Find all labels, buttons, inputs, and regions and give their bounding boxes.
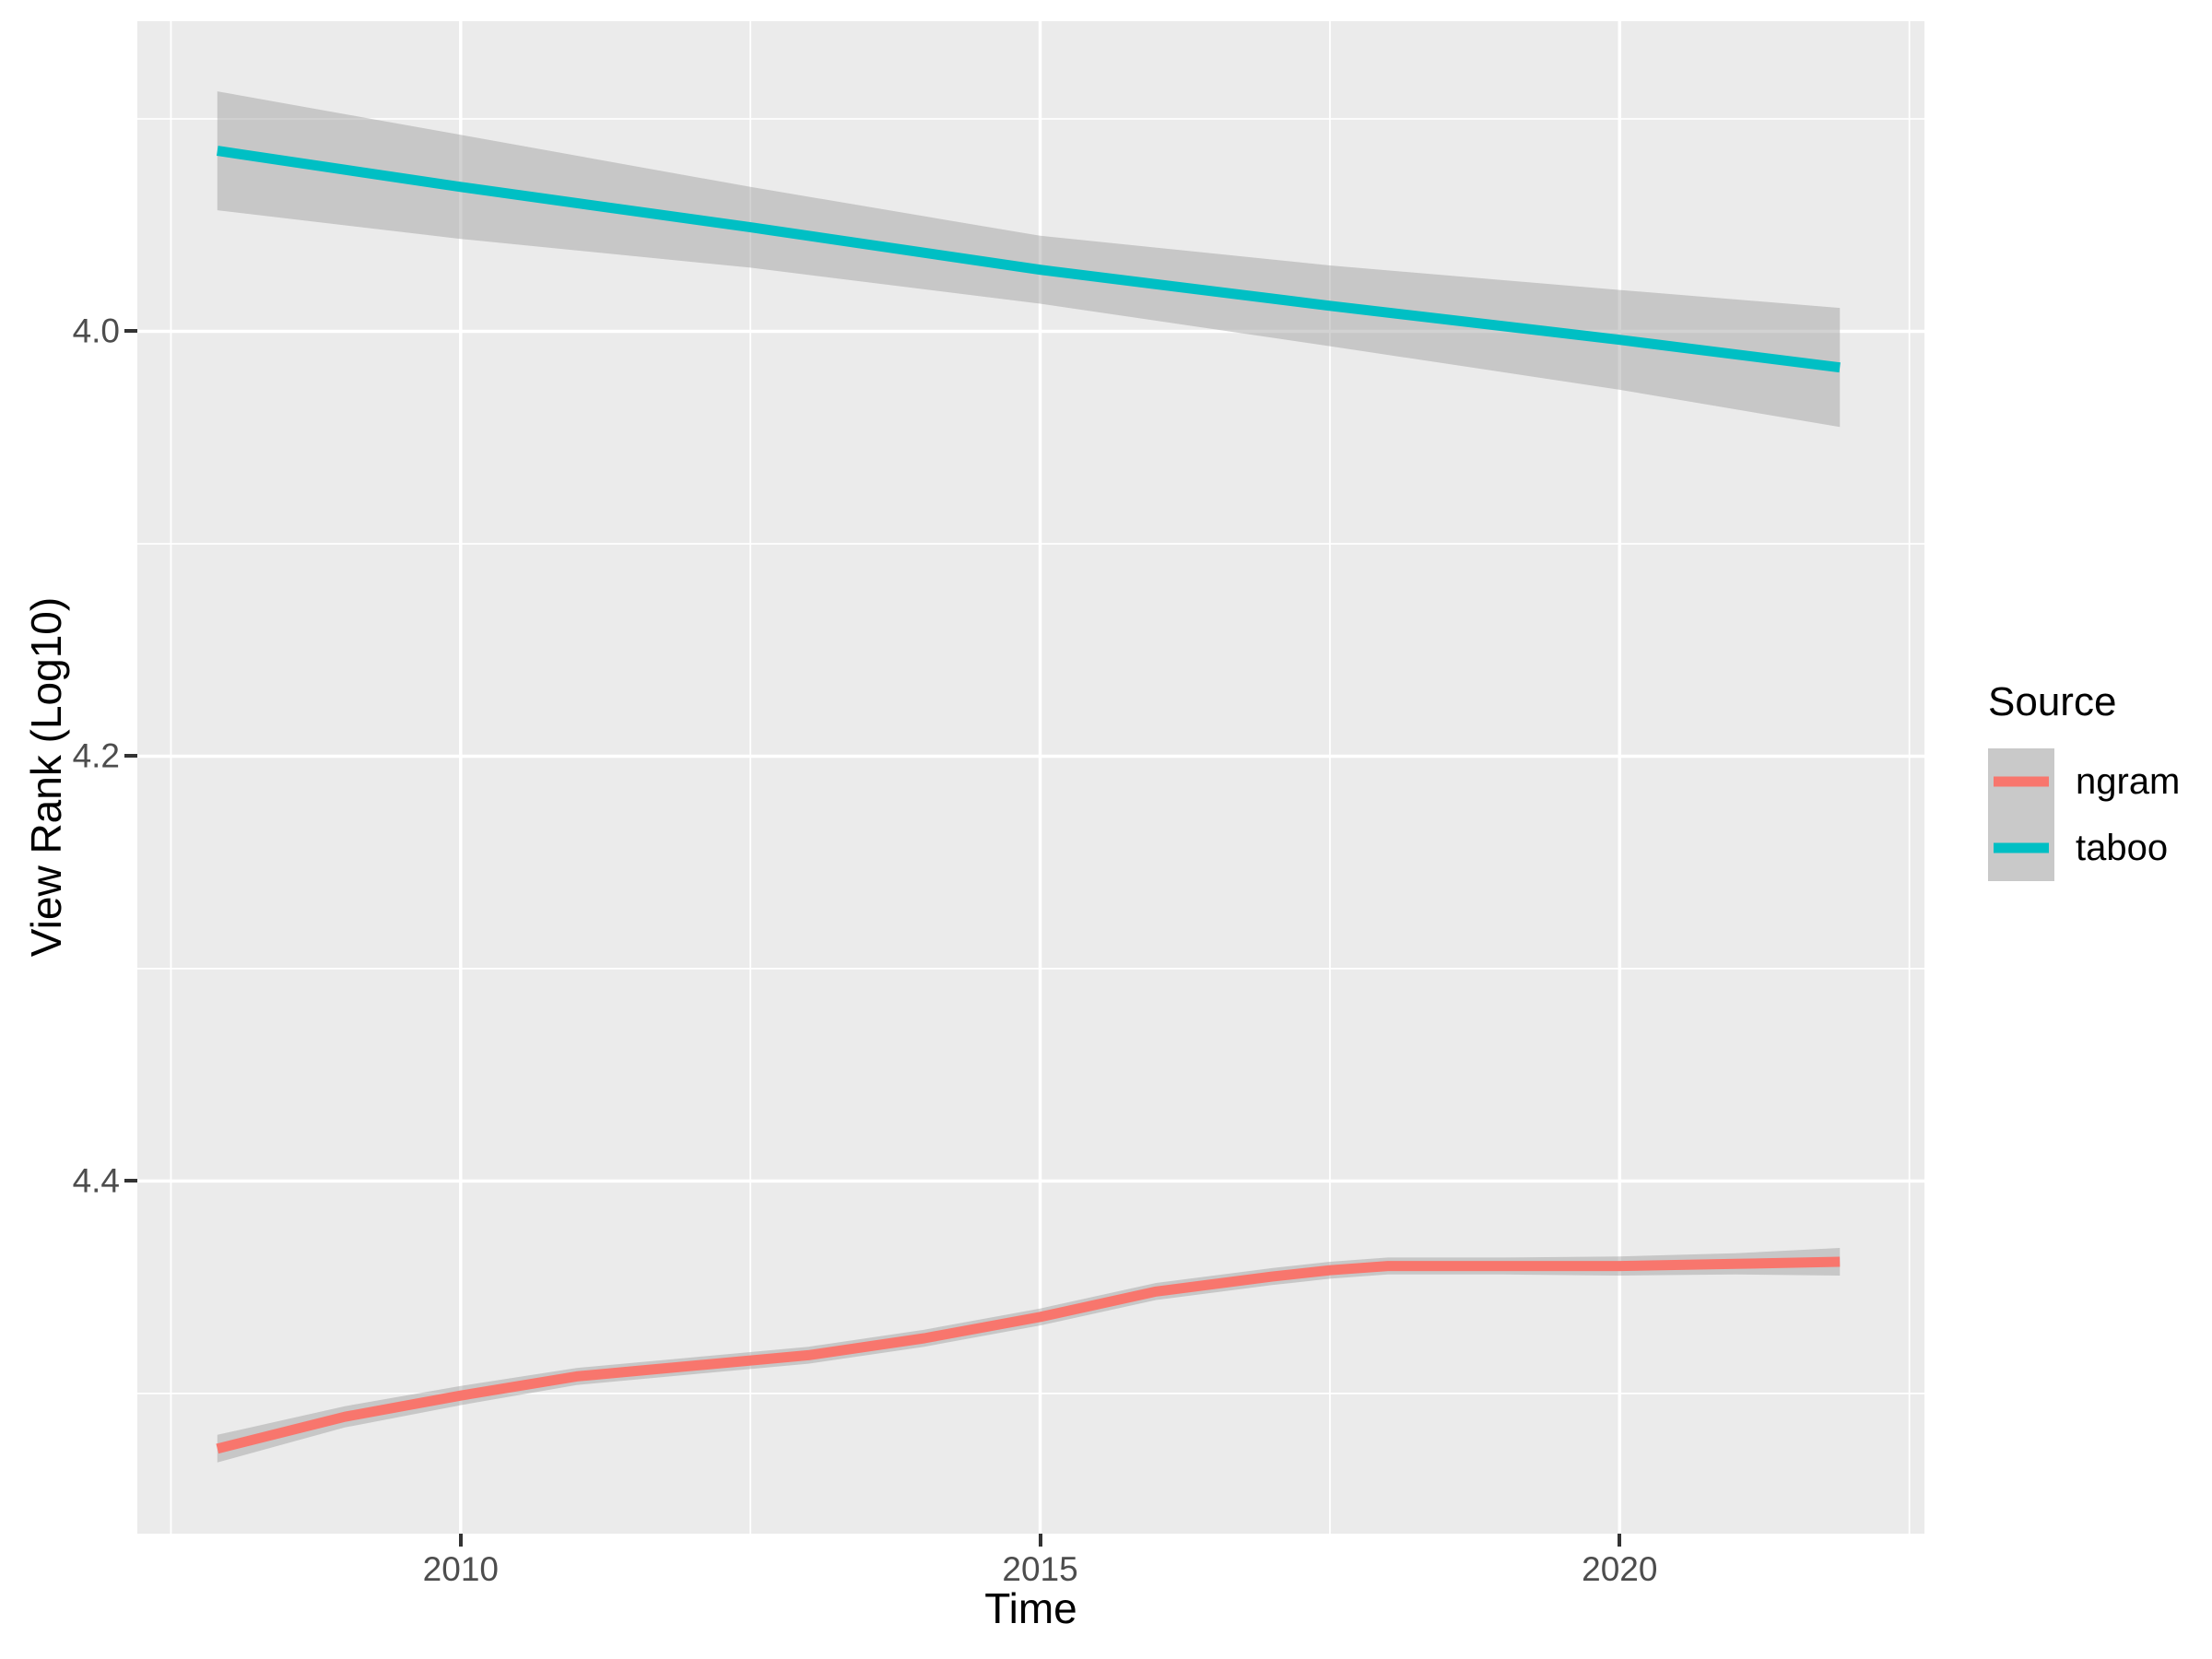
trend-line-taboo	[216, 146, 1841, 373]
legend-keys: ngram taboo	[1988, 748, 2180, 881]
legend-key-line-icon	[1994, 842, 2049, 853]
legend: Source ngram taboo	[1988, 682, 2180, 881]
legend-item-ngram: ngram	[1988, 748, 2180, 815]
y-tick-mark	[124, 1179, 137, 1183]
y-tick-mark	[124, 329, 137, 334]
legend-key-swatch	[1988, 748, 2054, 815]
x-tick-label: 2010	[422, 1550, 499, 1588]
legend-title: Source	[1988, 679, 2117, 724]
x-tick-mark	[458, 1534, 463, 1547]
x-tick-label: 2020	[1582, 1550, 1658, 1588]
trend-line-ngram	[216, 1256, 1841, 1454]
x-tick-label: 2015	[1002, 1550, 1078, 1588]
plot-area	[137, 21, 1924, 1534]
legend-item-label: taboo	[2076, 828, 2169, 868]
legend-key-line-icon	[1994, 776, 2049, 787]
y-tick-label: 4.4	[72, 1161, 120, 1200]
y-tick-label: 4.2	[72, 736, 120, 775]
x-tick-mark	[1038, 1534, 1042, 1547]
confidence-ribbon-taboo	[217, 91, 1841, 428]
y-tick-mark	[124, 754, 137, 759]
legend-key-swatch	[1988, 815, 2054, 881]
y-tick-label: 4.0	[72, 312, 120, 350]
x-tick-mark	[1618, 1534, 1622, 1547]
legend-item-label: ngram	[2076, 761, 2181, 802]
legend-item-taboo: taboo	[1988, 815, 2180, 881]
y-axis-title: View Rank (Log10)	[22, 596, 70, 958]
x-axis-title: Time	[984, 1584, 1077, 1632]
plot-panel	[137, 21, 1924, 1534]
